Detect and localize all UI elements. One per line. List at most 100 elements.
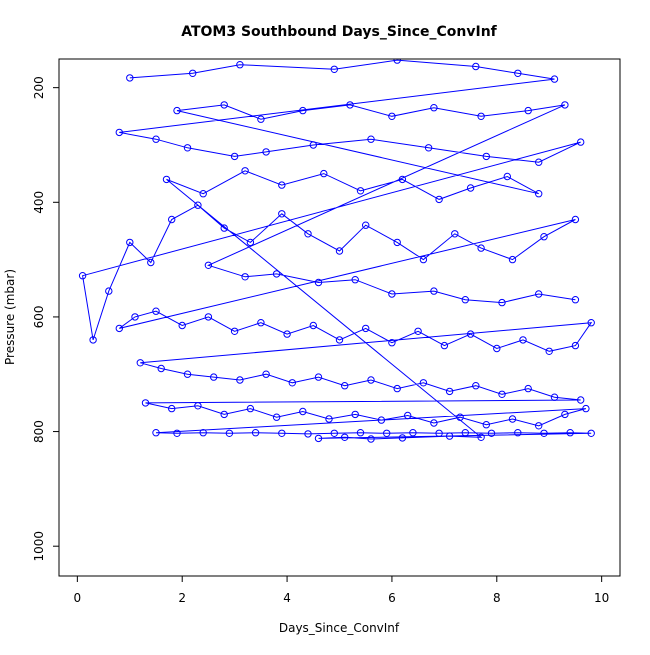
data-point — [367, 135, 375, 143]
data-point — [314, 278, 323, 287]
x-tick-label: 8 — [493, 591, 501, 605]
data-point — [325, 415, 333, 423]
data-point — [230, 327, 239, 335]
y-tick-label: 1000 — [32, 531, 46, 562]
data-point — [550, 393, 559, 401]
data-point — [309, 141, 317, 149]
data-point — [251, 429, 260, 437]
data-point — [409, 429, 417, 437]
data-point — [283, 330, 291, 338]
data-point — [204, 313, 213, 321]
data-point — [356, 187, 365, 195]
data-point — [194, 402, 202, 410]
data-point — [199, 190, 207, 198]
data-point — [299, 407, 307, 416]
data-point — [141, 399, 150, 407]
data-point — [482, 152, 490, 161]
data-point — [461, 296, 469, 304]
data-point — [550, 75, 559, 83]
x-axis-label: Days_Since_ConvInf — [279, 621, 400, 635]
series-line — [82, 59, 593, 440]
data-point — [236, 60, 244, 69]
data-point — [461, 429, 469, 437]
data-point — [545, 347, 553, 355]
data-point — [482, 421, 490, 429]
data-point — [241, 273, 249, 281]
data-point — [582, 404, 590, 413]
data-point — [367, 376, 375, 384]
data-point — [246, 404, 255, 413]
data-point — [508, 415, 517, 423]
data-point — [341, 433, 349, 441]
data-point — [477, 112, 485, 121]
data-point — [404, 411, 412, 420]
data-point — [508, 255, 517, 264]
data-point — [435, 429, 443, 437]
data-point — [571, 341, 580, 350]
data-point — [78, 272, 87, 280]
data-point — [430, 104, 438, 112]
data-point — [173, 429, 181, 437]
data-point — [304, 430, 312, 438]
data-point — [466, 184, 475, 192]
data-point — [561, 410, 569, 419]
y-tick-label: 800 — [32, 420, 46, 443]
data-point — [157, 364, 165, 373]
data-point — [419, 379, 428, 387]
x-tick-label: 0 — [74, 591, 82, 605]
data-point — [126, 74, 134, 82]
data-point — [162, 175, 171, 184]
data-point — [105, 287, 113, 295]
data-point — [236, 376, 244, 384]
data-point — [199, 429, 207, 437]
data-point — [257, 115, 265, 123]
x-axis: 0 2 4 6 8 10 — [74, 575, 609, 605]
x-tick-label: 4 — [283, 591, 291, 605]
data-point — [351, 410, 359, 419]
data-point — [393, 59, 401, 64]
data-point — [577, 138, 585, 146]
data-point — [587, 319, 595, 327]
y-axis: 200 400 600 800 1000 — [32, 76, 60, 562]
data-point — [220, 224, 228, 232]
data-point — [189, 69, 197, 78]
data-point — [356, 429, 365, 437]
data-point — [335, 247, 344, 255]
data-point — [320, 169, 328, 178]
data-point — [535, 290, 543, 298]
x-tick-label: 2 — [178, 591, 186, 605]
data-point — [466, 330, 475, 338]
data-point — [419, 255, 428, 264]
data-point — [535, 190, 543, 198]
data-point — [257, 319, 265, 327]
data-point — [278, 429, 286, 437]
data-point — [330, 65, 338, 74]
data-point — [367, 435, 375, 443]
data-point — [314, 373, 323, 381]
data-point — [362, 221, 370, 229]
data-point — [435, 195, 443, 204]
data-point — [566, 429, 574, 437]
data-point — [173, 106, 181, 115]
data-point — [335, 336, 344, 344]
data-point — [524, 106, 532, 115]
y-tick-label: 400 — [32, 191, 46, 214]
data-point — [477, 433, 485, 441]
data-point — [571, 215, 580, 224]
data-point — [424, 144, 433, 152]
data-point — [487, 429, 496, 437]
data-point — [262, 148, 270, 156]
y-axis-label: Pressure (mbar) — [3, 269, 17, 365]
data-point — [477, 244, 485, 252]
data-point — [503, 172, 511, 181]
data-point — [278, 181, 286, 189]
data-point — [535, 422, 543, 430]
data-point — [451, 230, 459, 238]
data-point — [168, 215, 176, 224]
data-point — [587, 429, 595, 437]
data-point — [147, 258, 155, 267]
data-point — [262, 370, 270, 378]
data-point — [445, 432, 454, 440]
y-tick-label: 600 — [32, 305, 46, 328]
